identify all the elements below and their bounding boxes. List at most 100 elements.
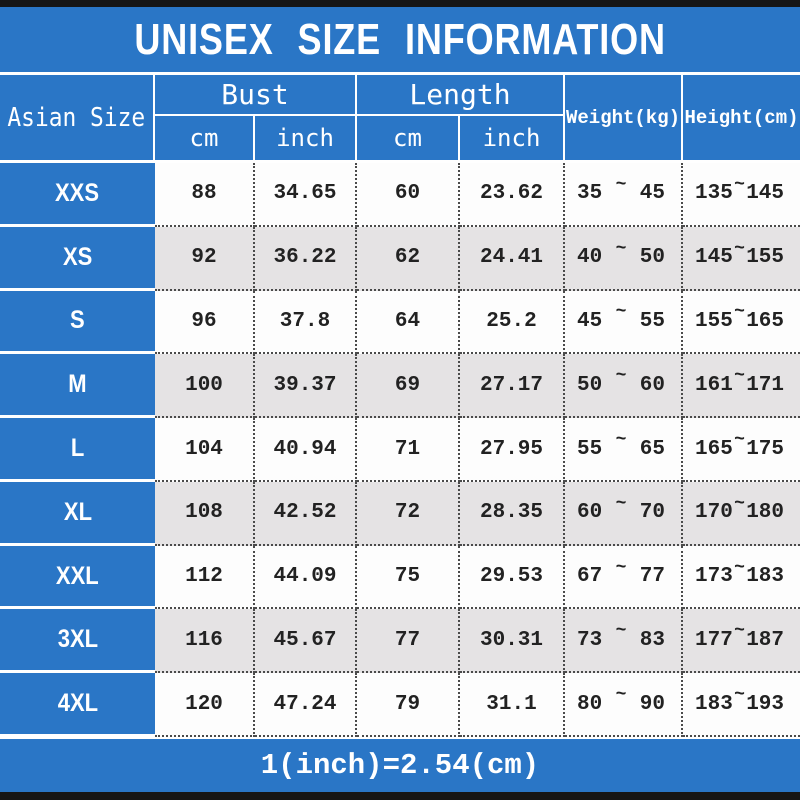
bust-cm-cell: 88 xyxy=(155,163,255,227)
weight-max: 83 xyxy=(639,628,665,652)
bust-cm-cell: 112 xyxy=(155,545,255,610)
height-max: 183 xyxy=(746,565,784,589)
length-inch-cell: 24.41 xyxy=(460,226,565,291)
weight-min: 55 xyxy=(577,437,603,461)
height-min: 173 xyxy=(695,565,733,589)
weight-range-cell: 80 ~90 xyxy=(565,673,683,738)
column-header-height: Height(cm) xyxy=(684,106,799,129)
size-label: XS xyxy=(62,242,93,271)
size-label: 4XL xyxy=(57,689,98,718)
tilde-separator: ~ xyxy=(615,621,627,642)
height-range-cell: 173 ~183 xyxy=(683,545,800,610)
bottom-border-bar xyxy=(0,792,800,800)
bust-cm-cell: 116 xyxy=(155,609,255,674)
bust-inch-cell: 34.65 xyxy=(255,163,357,227)
size-cell: S xyxy=(0,290,155,355)
tilde-separator: ~ xyxy=(615,557,627,578)
bust-inch-cell: 47.24 xyxy=(255,673,357,738)
size-cell: L xyxy=(0,418,155,482)
length-cm-cell: 77 xyxy=(357,609,460,674)
length-cm-cell: 75 xyxy=(357,545,460,610)
weight-min: 67 xyxy=(577,565,603,589)
size-label: L xyxy=(70,434,85,463)
column-header-length-cm: cm xyxy=(357,116,460,160)
table-row: XS 92 36.22 62 24.41 40 ~50 145 ~155 xyxy=(0,226,800,291)
column-group-length: Length xyxy=(357,75,565,116)
size-label: XL xyxy=(63,497,92,526)
height-min: 170 xyxy=(695,501,733,525)
height-max: 165 xyxy=(746,309,784,333)
size-label: XXS xyxy=(55,178,100,207)
size-cell: 3XL xyxy=(0,609,155,674)
weight-range-cell: 45 ~55 xyxy=(565,290,683,355)
bust-inch-cell: 44.09 xyxy=(255,545,357,610)
weight-min: 35 xyxy=(577,182,603,206)
height-range-cell: 155 ~165 xyxy=(683,290,800,355)
column-header-weight: Weight(kg) xyxy=(565,75,683,160)
height-range-cell: 170 ~180 xyxy=(683,481,800,546)
length-cm-cell: 69 xyxy=(357,354,460,419)
weight-max: 60 xyxy=(639,373,665,397)
weight-max: 90 xyxy=(639,692,665,716)
size-label: S xyxy=(70,306,85,335)
height-range-cell: 183 ~193 xyxy=(683,673,800,738)
tilde-separator: ~ xyxy=(734,302,745,323)
length-cm-cell: 62 xyxy=(357,226,460,291)
weight-min: 40 xyxy=(577,246,603,270)
tilde-separator: ~ xyxy=(734,493,745,514)
weight-range-cell: 67 ~77 xyxy=(565,545,683,610)
height-min: 165 xyxy=(695,437,733,461)
tilde-separator: ~ xyxy=(734,621,745,642)
length-inch-cell: 29.53 xyxy=(460,545,565,610)
length-cm-cell: 71 xyxy=(357,418,460,482)
weight-min: 80 xyxy=(577,692,603,716)
size-label: XXL xyxy=(56,561,99,590)
height-max: 187 xyxy=(746,628,784,652)
table-row: 3XL 116 45.67 77 30.31 73 ~83 177 ~187 xyxy=(0,609,800,674)
title-band: UNISEX SIZE INFORMATION xyxy=(0,7,800,75)
tilde-separator: ~ xyxy=(734,430,745,451)
height-min: 183 xyxy=(695,692,733,716)
column-group-bust: Bust xyxy=(155,75,357,116)
height-min: 155 xyxy=(695,309,733,333)
length-inch-cell: 25.2 xyxy=(460,290,565,355)
weight-min: 45 xyxy=(577,309,603,333)
table-row: M 100 39.37 69 27.17 50 ~60 161 ~171 xyxy=(0,354,800,419)
weight-max: 65 xyxy=(639,437,665,461)
tilde-separator: ~ xyxy=(615,430,627,451)
height-max: 180 xyxy=(746,501,784,525)
table-row: L 104 40.94 71 27.95 55 ~65 165 ~175 xyxy=(0,418,800,482)
bust-inch-cell: 37.8 xyxy=(255,290,357,355)
height-max: 171 xyxy=(746,373,784,397)
page-title: UNISEX SIZE INFORMATION xyxy=(134,14,666,64)
tilde-separator: ~ xyxy=(734,238,745,259)
length-cm-cell: 72 xyxy=(357,481,460,546)
height-min: 177 xyxy=(695,628,733,652)
bust-cm-cell: 96 xyxy=(155,290,255,355)
height-max: 145 xyxy=(746,182,784,206)
height-max: 155 xyxy=(746,246,784,270)
table-header: Asian Size Bust Length cm inch cm inch W… xyxy=(0,75,800,163)
top-border-bar xyxy=(0,0,800,7)
size-label: 3XL xyxy=(57,625,98,654)
column-header-bust-inch: inch xyxy=(255,116,357,160)
tilde-separator: ~ xyxy=(615,685,627,706)
weight-min: 73 xyxy=(577,628,603,652)
length-inch-cell: 23.62 xyxy=(460,163,565,227)
height-min: 135 xyxy=(695,182,733,206)
weight-min: 60 xyxy=(577,501,603,525)
column-header-length-inch: inch xyxy=(460,116,565,160)
weight-range-cell: 50 ~60 xyxy=(565,354,683,419)
table-body: XXS 88 34.65 60 23.62 35 ~45 135 ~145 XS 9… xyxy=(0,163,800,738)
weight-max: 55 xyxy=(639,309,665,333)
bust-inch-cell: 40.94 xyxy=(255,418,357,482)
length-inch-cell: 27.95 xyxy=(460,418,565,482)
tilde-separator: ~ xyxy=(615,174,627,195)
size-cell: XXS xyxy=(0,163,155,227)
height-min: 145 xyxy=(695,246,733,270)
tilde-separator: ~ xyxy=(734,685,745,706)
bust-cm-cell: 120 xyxy=(155,673,255,738)
length-inch-cell: 30.31 xyxy=(460,609,565,674)
weight-max: 70 xyxy=(639,501,665,525)
bust-cm-cell: 108 xyxy=(155,481,255,546)
